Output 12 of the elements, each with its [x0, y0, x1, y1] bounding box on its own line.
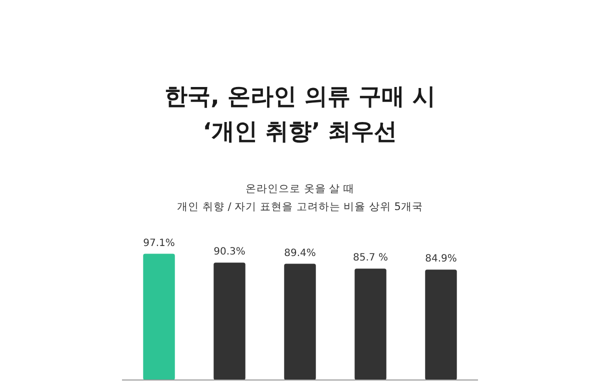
data-label: 97.1% [143, 238, 175, 249]
bar [143, 254, 175, 380]
data-label: 90.3% [214, 246, 246, 258]
data-label: 84.9% [425, 254, 457, 265]
bar [214, 262, 246, 380]
chart-title: 한국, 온라인 의류 구매 시 ‘개인 취향’ 최우선 [164, 84, 436, 145]
bar [354, 268, 386, 380]
bar [284, 264, 316, 380]
data-label: 85.7 % [353, 252, 388, 264]
chart-subtitle: 온라인으로 옷을 살 때 개인 취향 / 자기 표현을 고려하는 비율 상위 5개국 [177, 183, 423, 213]
data-label: 89.4% [284, 248, 316, 259]
bar [425, 270, 457, 380]
